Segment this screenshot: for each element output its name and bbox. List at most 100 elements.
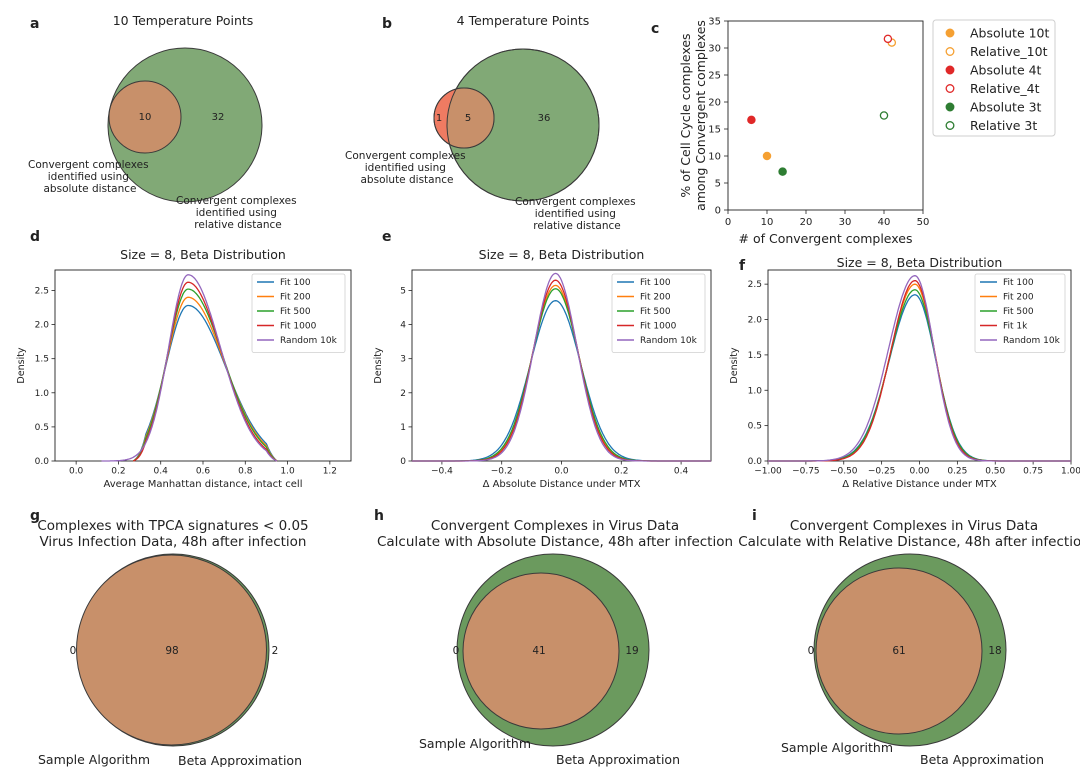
venn-count-left: 0 [453,645,460,657]
x-axis-label: # of Convergent complexes [739,231,913,246]
y-axis-label: Density [373,347,384,383]
venn-circle-sample [815,567,983,735]
venn-circle-absolute [108,80,182,154]
venn-annotation-relative: Convergent complexes identified using re… [176,195,300,231]
venn-count-overlap: 5 [465,113,471,124]
x-tick-label: 0.8 [238,467,253,477]
x-tick-label: 0.0 [69,467,84,477]
density-curve [132,288,278,462]
venn-title-line1: Convergent Complexes in Virus Data [431,518,679,534]
venn-circle-sample [76,554,267,746]
panel-label: f [739,258,746,274]
y-tick-label: 5 [715,179,721,190]
x-tick-label: −0.4 [431,467,453,477]
density-curve [768,275,1071,462]
y-tick-label: 4 [400,321,406,331]
panel-i: i Convergent Complexes in Virus Data Cal… [738,508,1080,767]
panel-b: b 4 Temperature Points 1 5 36 Convergent… [345,13,636,232]
x-tick-label: 0.4 [154,467,169,477]
x-tick-label: 1.00 [1061,467,1080,477]
venn-title: 4 Temperature Points [457,13,590,28]
legend-entry: Fit 100 [280,278,311,288]
legend-entry: Relative_4t [970,81,1040,96]
x-axis-label: Average Manhattan distance, intact cell [104,479,303,490]
panel-label: d [30,229,40,245]
legend-entry: Fit 1000 [280,322,317,332]
y-tick-label: 1.0 [35,389,50,399]
venn-annotation-absolute: Convergent complexes identified using ab… [28,159,152,195]
legend-entry: Relative_10t [970,44,1048,59]
panel-a: a 10 Temperature Points 10 32 Convergent… [28,13,300,231]
venn-count-only-relative: 36 [538,113,551,124]
venn-circle-outline [446,48,600,202]
y-tick-label: 0.5 [748,422,762,432]
venn-count-left: 0 [70,645,77,657]
y-tick-label: 10 [708,152,721,163]
y-axis-label: Density [729,347,740,383]
x-tick-label: −0.25 [868,467,896,477]
y-tick-label: 25 [708,71,721,82]
venn-set-label-b: Beta Approximation [920,752,1044,767]
x-tick-label: 0.6 [196,467,211,477]
panel-label: b [382,16,392,32]
scatter-point [879,111,889,120]
y-axis-label: Density [16,347,27,383]
legend-entry: Fit 500 [280,307,311,317]
venn-title-line1: Convergent Complexes in Virus Data [790,518,1038,534]
y-tick-label: 2.0 [748,316,763,326]
venn-count-center: 98 [165,645,178,657]
legend-entry: Fit 1000 [640,322,677,332]
venn-count-right: 18 [988,645,1001,657]
y-tick-label: 1.0 [748,386,763,396]
plot-frame [727,20,924,211]
density-curve [412,272,711,462]
panel-h: h Convergent Complexes in Virus Data Cal… [374,508,733,767]
x-tick-label: −0.2 [491,467,513,477]
scatter-point [883,34,893,44]
x-tick-label: 0.0 [554,467,569,477]
y-axis-label: % of Cell Cycle complexesamong Convergen… [678,20,708,211]
venn-count-relative: 32 [212,112,225,123]
legend-box [251,273,346,353]
legend-marker [945,28,955,38]
legend-box [932,19,1056,137]
legend-entry: Absolute 10t [970,26,1050,41]
legend-marker [945,121,955,130]
density-curve [101,274,278,462]
venn-title-line2: Calculate with Absolute Distance, 48h af… [377,534,733,550]
panel-f-density: f Size = 8, Beta Distribution −1.00 −0.75 −0… [729,255,1080,490]
x-tick-label: 0.2 [614,467,628,477]
y-tick-label: 5 [400,286,406,296]
x-tick-label: 0.50 [985,467,1005,477]
legend-entry: Absolute 3t [970,100,1042,115]
venn-title-line2: Calculate with Relative Distance, 48h af… [738,534,1080,550]
legend-entry: Relative 3t [970,118,1037,133]
y-tick-label: 2.5 [748,280,762,290]
scatter-point [778,167,787,176]
x-axis-label: Δ Absolute Distance under MTX [483,479,641,490]
x-tick-label: 0.25 [947,467,967,477]
panel-d-density: d Size = 8, Beta Distribution 0.0 0.2 0.4 0.6… [16,229,352,490]
panel-e-density: e Size = 8, Beta Distribution −0.4 −0.2 0.0 0… [373,229,712,490]
venn-count-overlap: 10 [139,112,152,123]
venn-set-label-b: Beta Approximation [178,753,302,767]
legend-entry: Fit 100 [640,278,671,288]
legend-entry: Fit 500 [640,307,671,317]
legend-marker [945,102,955,112]
legend-entry: Absolute 4t [970,63,1042,78]
venn-count-right: 2 [272,645,279,657]
legend-entry: Fit 200 [640,293,671,303]
x-tick-label: 0.00 [909,467,929,477]
scatter-point [762,151,772,161]
chart-title: Size = 8, Beta Distribution [479,247,645,262]
legend-entry: Fit 1k [1003,322,1028,332]
x-tick-label: −0.75 [792,467,820,477]
legend-box [611,273,706,353]
legend-entry: Random 10k [280,336,338,346]
panel-label: c [651,21,659,37]
legend-marker [945,65,955,75]
y-tick-label: 20 [708,98,721,109]
x-tick-label: 20 [800,217,813,228]
y-tick-label: 0.5 [35,423,49,433]
y-tick-label: 0 [715,206,721,217]
